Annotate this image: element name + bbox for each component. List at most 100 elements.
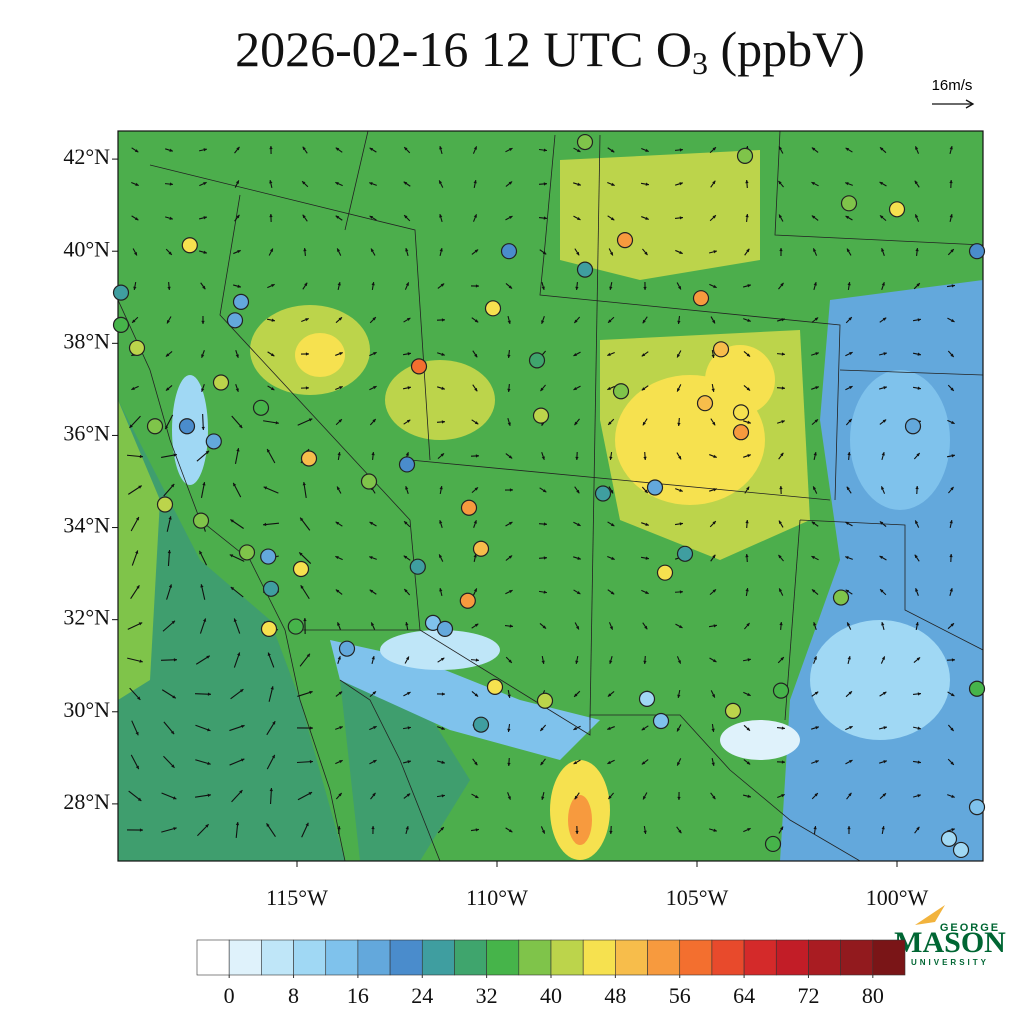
colorbar-box xyxy=(551,940,583,975)
colorbar-box xyxy=(873,940,905,975)
station xyxy=(462,500,477,515)
station xyxy=(240,545,255,560)
station xyxy=(738,148,753,163)
station xyxy=(890,202,905,217)
colorbar-box xyxy=(358,940,390,975)
colorbar-box xyxy=(712,940,744,975)
station xyxy=(714,342,729,357)
station xyxy=(180,419,195,434)
lat-tick-label: 38°N xyxy=(63,328,110,353)
colorbar-box xyxy=(615,940,647,975)
station xyxy=(234,294,249,309)
lat-tick-label: 32°N xyxy=(63,605,110,630)
colorbar-label: 24 xyxy=(411,983,433,1008)
station xyxy=(766,836,781,851)
colorbar-box xyxy=(390,940,422,975)
station xyxy=(648,480,663,495)
university-logo: GEORGE MASON UNIVERSITY xyxy=(894,905,1006,967)
lat-tick-label: 30°N xyxy=(63,697,110,722)
station xyxy=(486,301,501,316)
field-peak xyxy=(568,795,592,845)
colorbar-box xyxy=(454,940,486,975)
colorbar-label: 32 xyxy=(476,983,498,1008)
lon-tick-label: 110°W xyxy=(466,885,528,910)
colorbar-box xyxy=(808,940,840,975)
logo-main: MASON xyxy=(894,926,1006,959)
station xyxy=(698,396,713,411)
colorbar-box xyxy=(519,940,551,975)
station xyxy=(954,842,969,857)
station xyxy=(288,619,303,634)
colorbar-box xyxy=(487,940,519,975)
colorbar-label: 8 xyxy=(288,983,299,1008)
colorbar-box xyxy=(744,940,776,975)
map-field xyxy=(118,131,983,861)
lon-tick-label: 100°W xyxy=(866,885,929,910)
station xyxy=(942,831,957,846)
colorbar-box xyxy=(422,940,454,975)
lat-tick-label: 36°N xyxy=(63,420,110,445)
plains-light xyxy=(810,620,950,740)
plains-light xyxy=(850,370,950,510)
station xyxy=(538,693,553,708)
border-light xyxy=(380,630,500,670)
station xyxy=(228,313,243,328)
colorbar-box xyxy=(229,940,261,975)
field-high xyxy=(385,360,495,440)
plains-light xyxy=(720,720,800,760)
station xyxy=(214,375,229,390)
station xyxy=(694,291,709,306)
station xyxy=(340,641,355,656)
colorbar-label: 64 xyxy=(733,983,755,1008)
colorbar-label: 56 xyxy=(669,983,691,1008)
field-high xyxy=(560,150,760,280)
station xyxy=(640,691,655,706)
station xyxy=(474,717,489,732)
station xyxy=(264,581,279,596)
station xyxy=(970,244,985,259)
station xyxy=(460,593,475,608)
wind-scale-label: 16m/s xyxy=(932,77,973,94)
lat-tick-label: 42°N xyxy=(63,144,110,169)
station xyxy=(114,285,129,300)
station xyxy=(148,419,163,434)
station xyxy=(294,562,309,577)
station xyxy=(734,425,749,440)
colorbar-box xyxy=(680,940,712,975)
station xyxy=(262,621,277,636)
station xyxy=(362,474,377,489)
colorbar-label: 16 xyxy=(347,983,369,1008)
station xyxy=(842,196,857,211)
station xyxy=(578,135,593,150)
title-main: 2026-02-16 12 UTC O xyxy=(235,21,692,77)
station xyxy=(614,384,629,399)
colorbar-label: 72 xyxy=(797,983,819,1008)
station xyxy=(734,405,749,420)
station xyxy=(618,233,633,248)
station xyxy=(488,679,503,694)
station xyxy=(130,340,145,355)
station xyxy=(658,565,673,580)
station xyxy=(678,546,693,561)
colorbar-box xyxy=(326,940,358,975)
title-subscript: 3 xyxy=(692,45,708,81)
title: 2026-02-16 12 UTC O3 (ppbV) xyxy=(235,21,865,81)
station xyxy=(254,400,269,415)
station xyxy=(774,683,789,698)
station xyxy=(726,703,741,718)
station xyxy=(906,419,921,434)
logo-bottom: UNIVERSITY xyxy=(911,958,989,967)
station xyxy=(206,434,221,449)
colorbar-label: 0 xyxy=(224,983,235,1008)
lat-tick-label: 28°N xyxy=(63,789,110,814)
colorbar-box xyxy=(294,940,326,975)
station xyxy=(970,681,985,696)
station xyxy=(438,621,453,636)
station xyxy=(158,497,173,512)
colorbar-box xyxy=(776,940,808,975)
station xyxy=(534,408,549,423)
lon-tick-label: 115°W xyxy=(266,885,328,910)
station xyxy=(654,713,669,728)
station xyxy=(114,317,129,332)
